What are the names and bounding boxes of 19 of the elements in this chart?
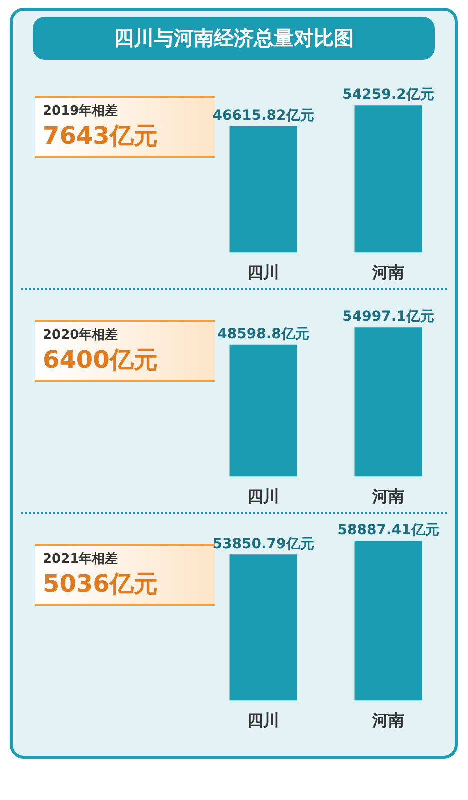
data-label: 58887.41亿元 (338, 522, 440, 539)
text: 2020年相差 (43, 327, 120, 344)
data-label: 54259.2亿元 (342, 87, 434, 104)
x-tick-label: 河南 (372, 712, 404, 730)
data-label: 54997.1亿元 (342, 309, 434, 326)
x-tick-label: 河南 (372, 488, 404, 506)
x-tick-label: 四川 (248, 712, 280, 730)
x-tick-label: 四川 (248, 264, 280, 282)
data-label: 46615.82亿元 (212, 108, 314, 124)
text: 5036亿元 (43, 569, 159, 600)
chart-title: 四川与河南经济总量对比图 (33, 17, 435, 60)
data-label: 53850.79亿元 (212, 536, 314, 552)
data-label: 48598.8亿元 (218, 326, 310, 343)
x-tick-label: 四川 (248, 488, 280, 506)
x-tick-label: 河南 (372, 264, 404, 282)
text: 7643亿元 (43, 121, 159, 152)
text: 6400亿元 (43, 345, 159, 376)
text: 2019年相差 (43, 103, 120, 120)
text: 2021年相差 (43, 551, 120, 568)
